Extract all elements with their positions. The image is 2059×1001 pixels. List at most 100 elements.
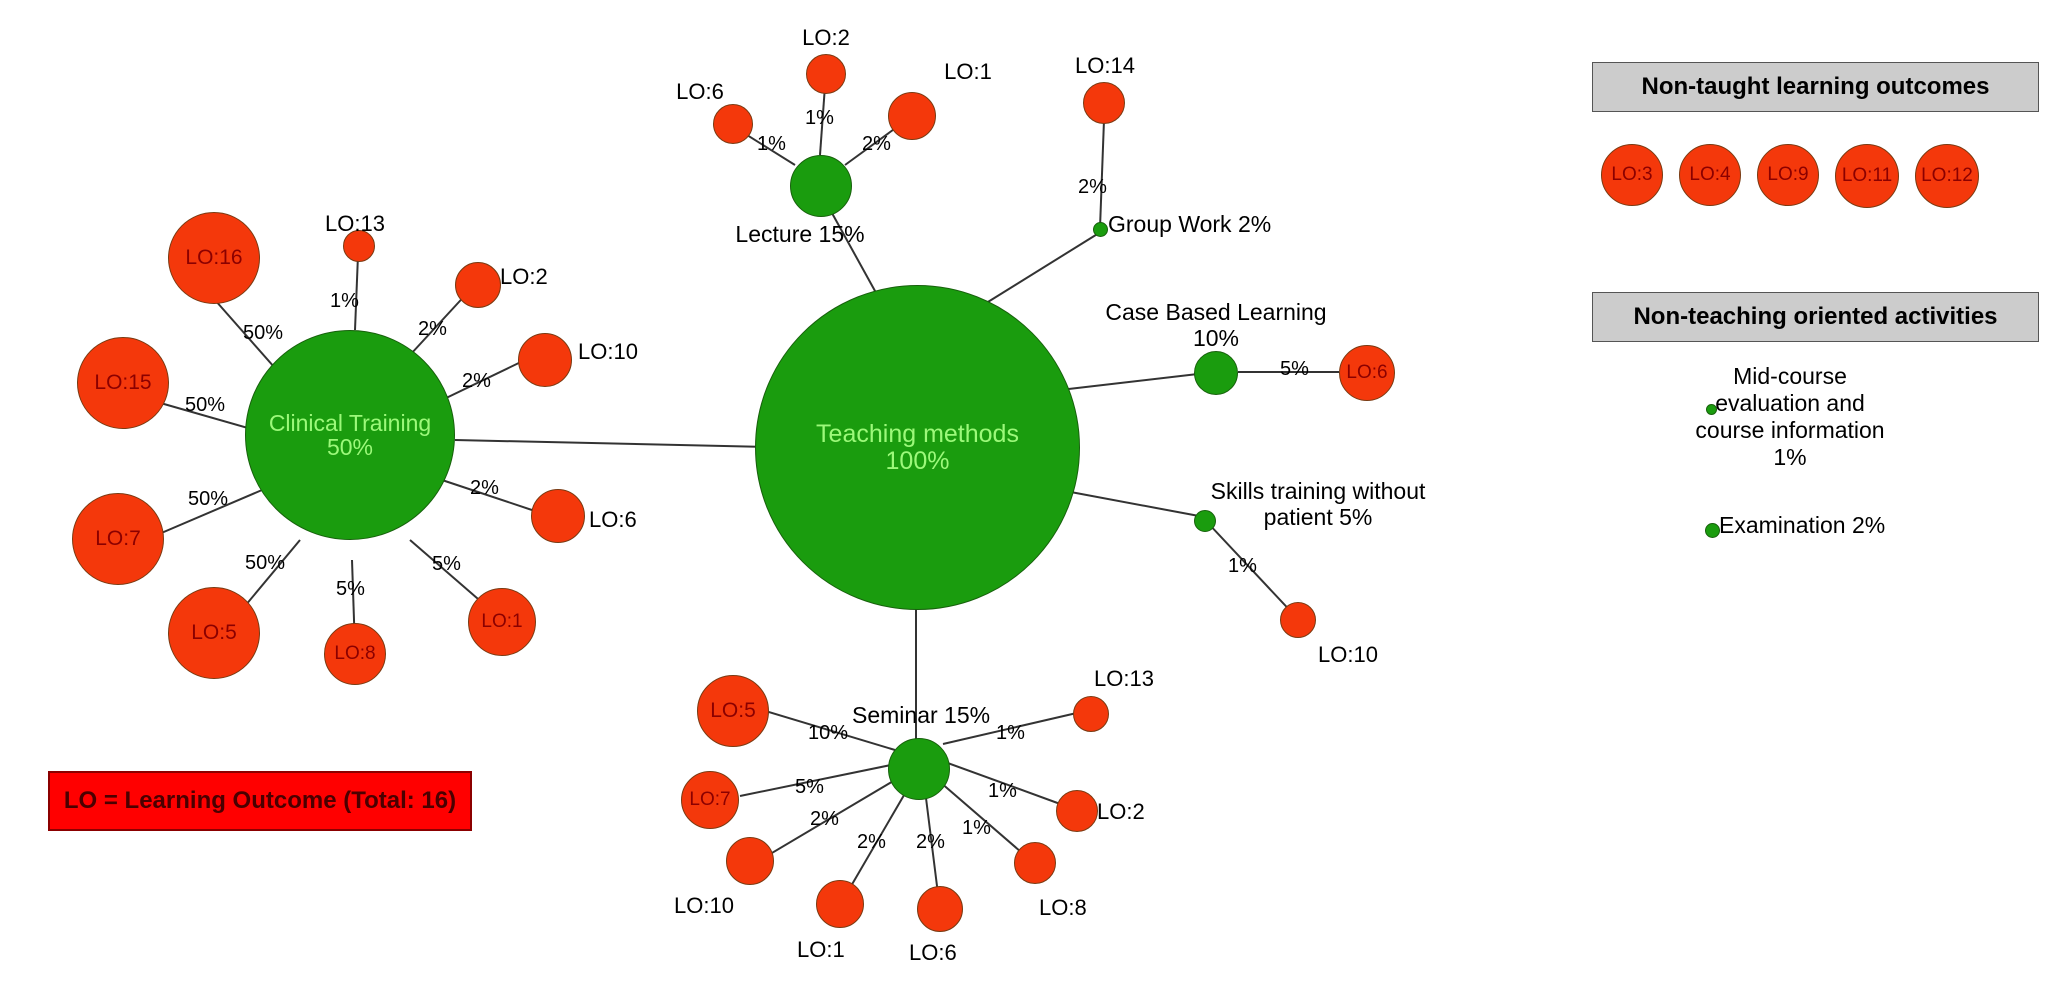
- pct-seminar-lo6: 2%: [916, 831, 945, 853]
- label-clinical-lo2: LO:2: [500, 264, 548, 289]
- label-skills-line1: Skills training without: [1210, 478, 1426, 504]
- label-cbl-line1: Case Based Learning: [1105, 299, 1327, 325]
- pct-skills-lo10: 1%: [1228, 555, 1257, 577]
- node-clinical-lo2[interactable]: [455, 262, 501, 308]
- panel-non-teaching-title: Non-teaching oriented activities: [1633, 303, 1998, 330]
- node-skills-training[interactable]: [1194, 510, 1216, 532]
- node-clinical-lo6[interactable]: [531, 489, 585, 543]
- node-skills-lo10[interactable]: [1280, 602, 1316, 638]
- node-label: LO:5: [710, 698, 756, 722]
- label-examination: Examination 2%: [1719, 512, 1886, 538]
- pct-clinical-lo5: 50%: [245, 552, 286, 574]
- node-clinical-lo16[interactable]: LO:16: [168, 212, 260, 304]
- panel-non-taught-header: Non-taught learning outcomes: [1592, 62, 2039, 112]
- node-clinical-lo10[interactable]: [518, 333, 572, 387]
- node-nontaught-lo3[interactable]: LO:3: [1601, 144, 1663, 206]
- pct-seminar-lo2: 1%: [988, 780, 1017, 802]
- label-lecture-lo1: LO:1: [944, 59, 992, 84]
- edge-center-cbl: [1059, 371, 1216, 391]
- lo-key-text: LO = Learning Outcome (Total: 16): [63, 787, 457, 814]
- node-clinical-lo15[interactable]: LO:15: [77, 337, 169, 429]
- node-label: LO:7: [95, 526, 141, 550]
- pct-groupwork-lo14: 2%: [1078, 176, 1107, 198]
- edge-clinical-lo13: [354, 254, 359, 331]
- pct-seminar-lo5: 10%: [808, 722, 849, 744]
- node-groupwork-lo14[interactable]: [1083, 82, 1125, 124]
- pct-seminar-lo10: 2%: [810, 808, 839, 830]
- node-seminar-lo8[interactable]: [1014, 842, 1056, 884]
- node-group-work[interactable]: [1093, 222, 1108, 237]
- label-groupwork-lo14: LO:14: [1075, 53, 1135, 78]
- pct-seminar-lo1: 2%: [857, 831, 886, 853]
- panel-non-taught-title: Non-taught learning outcomes: [1641, 73, 1990, 100]
- label-mid-course-line2: evaluation and: [1715, 390, 1865, 416]
- node-lecture[interactable]: [790, 155, 852, 217]
- edge-center-groupwork: [974, 232, 1100, 311]
- node-nontaught-lo9[interactable]: LO:9: [1757, 144, 1819, 206]
- node-nontaught-lo4[interactable]: LO:4: [1679, 144, 1741, 206]
- node-case-based-learning[interactable]: [1194, 351, 1238, 395]
- node-clinical-lo8[interactable]: LO:8: [324, 623, 386, 685]
- pct-seminar-lo8: 1%: [962, 817, 991, 839]
- node-clinical-lo1[interactable]: LO:1: [468, 588, 536, 656]
- node-nontaught-lo12[interactable]: LO:12: [1915, 144, 1979, 208]
- label-seminar-lo2: LO:2: [1097, 799, 1145, 824]
- center-label-line2: 100%: [885, 446, 950, 475]
- edge-clinical-lo6: [441, 479, 533, 511]
- panel-non-teaching-header: Non-teaching oriented activities: [1592, 292, 2039, 342]
- pct-clinical-lo7: 50%: [188, 488, 229, 510]
- node-seminar[interactable]: [888, 738, 950, 800]
- node-label: LO:12: [1921, 165, 1973, 187]
- node-label: LO:8: [334, 643, 376, 665]
- pct-clinical-lo16: 50%: [243, 322, 284, 344]
- node-label: LO:3: [1611, 164, 1653, 186]
- node-clinical-training[interactable]: Clinical Training 50%: [245, 330, 455, 540]
- pct-lecture-lo6: 1%: [757, 133, 786, 155]
- label-lecture-lo2: LO:2: [802, 25, 850, 50]
- edge-skills-lo10: [1206, 521, 1298, 619]
- label-mid-course-line4: 1%: [1773, 444, 1807, 470]
- pct-seminar-lo13: 1%: [996, 722, 1025, 744]
- node-label: LO:15: [94, 370, 152, 394]
- node-seminar-lo5[interactable]: LO:5: [697, 675, 769, 747]
- pct-clinical-lo2: 2%: [418, 318, 447, 340]
- node-cbl-lo6[interactable]: LO:6: [1339, 345, 1395, 401]
- bullet-mid-course-icon: [1706, 404, 1717, 415]
- node-seminar-lo13[interactable]: [1073, 696, 1109, 732]
- node-lecture-lo6[interactable]: [713, 104, 753, 144]
- node-label: LO:16: [185, 245, 243, 269]
- node-seminar-lo6[interactable]: [917, 886, 963, 932]
- edge-center-skills: [1059, 489, 1200, 517]
- node-seminar-lo10[interactable]: [726, 837, 774, 885]
- label-seminar-lo13: LO:13: [1094, 666, 1154, 691]
- node-lecture-lo2[interactable]: [806, 54, 846, 94]
- node-nontaught-lo11[interactable]: LO:11: [1835, 144, 1899, 208]
- pct-clinical-lo8: 5%: [336, 578, 365, 600]
- node-clinical-lo5[interactable]: LO:5: [168, 587, 260, 679]
- edge-seminar-lo13: [942, 711, 1082, 745]
- label-lecture-lo6: LO:6: [676, 79, 724, 104]
- pct-clinical-lo6: 2%: [470, 477, 499, 499]
- node-teaching-methods[interactable]: Teaching methods 100%: [755, 285, 1080, 610]
- node-clinical-lo13[interactable]: [343, 230, 375, 262]
- pct-cbl-lo6: 5%: [1280, 358, 1309, 380]
- edge-center-clinical: [454, 439, 771, 448]
- edge-seminar-lo2: [944, 761, 1064, 806]
- node-label: LO:1: [481, 611, 523, 633]
- center-label-line1: Teaching methods: [816, 420, 1019, 449]
- node-label: LO:4: [1689, 164, 1731, 186]
- edge-clinical-lo2: [409, 289, 471, 356]
- node-clinical-lo7[interactable]: LO:7: [72, 493, 164, 585]
- pct-lecture-lo1: 2%: [862, 133, 891, 155]
- pct-clinical-lo10: 2%: [462, 370, 491, 392]
- node-lecture-lo1[interactable]: [888, 92, 936, 140]
- node-seminar-lo1[interactable]: [816, 880, 864, 928]
- edge-seminar-lo7: [739, 764, 892, 797]
- clinical-training-label: Clinical Training 50%: [268, 409, 432, 460]
- node-seminar-lo2[interactable]: [1056, 790, 1098, 832]
- node-label: LO:7: [689, 789, 731, 811]
- label-seminar-lo6: LO:6: [909, 940, 957, 965]
- label-cbl-line2: 10%: [1192, 325, 1240, 351]
- node-seminar-lo7[interactable]: LO:7: [681, 771, 739, 829]
